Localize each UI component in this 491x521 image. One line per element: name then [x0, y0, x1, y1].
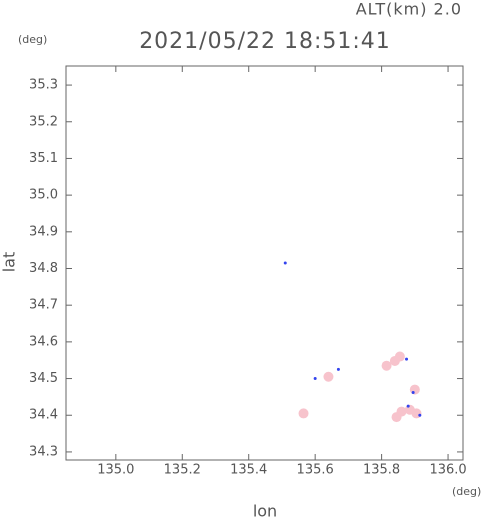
- y-tick-label: 34.3: [29, 444, 58, 459]
- y-tick-label: 34.5: [29, 371, 58, 386]
- echo-point: [283, 261, 287, 265]
- x-tick-label: 135.8: [363, 463, 400, 478]
- chart-title: 2021/05/22 18:51:41: [139, 29, 391, 54]
- x-tick-label: 135.6: [297, 463, 334, 478]
- x-tick-label: 135.0: [97, 463, 134, 478]
- echo-point: [411, 408, 422, 419]
- y-tick-label: 34.6: [29, 334, 58, 349]
- echo-point: [406, 404, 410, 408]
- y-tick-label: 34.9: [29, 224, 58, 239]
- echo-point: [418, 413, 422, 417]
- y-tick-label: 34.4: [29, 408, 58, 423]
- x-axis-label: lon: [253, 502, 277, 521]
- y-tick-label: 34.7: [29, 298, 58, 313]
- x-unit: (deg): [452, 485, 481, 498]
- y-tick-label: 35.2: [29, 114, 58, 129]
- echo-point: [336, 367, 340, 371]
- y-tick-label: 34.8: [29, 261, 58, 276]
- x-tick-label: 136.0: [429, 463, 466, 478]
- x-tick-label: 135.2: [164, 463, 201, 478]
- plot-frame: [65, 65, 464, 461]
- echo-point: [394, 351, 405, 362]
- y-tick-label: 35.0: [29, 188, 58, 203]
- echo-point: [391, 412, 402, 423]
- altitude-label: ALT(km) 2.0: [356, 0, 462, 19]
- echo-point: [381, 360, 392, 371]
- y-tick-label: 35.3: [29, 78, 58, 93]
- x-tick-label: 135.4: [230, 463, 267, 478]
- echo-point: [298, 408, 309, 419]
- echo-point: [405, 357, 409, 361]
- echo-point: [411, 390, 415, 394]
- y-tick-label: 35.1: [29, 151, 58, 166]
- y-unit: (deg): [18, 33, 47, 46]
- echo-point: [323, 371, 334, 382]
- y-axis-label: lat: [0, 252, 19, 273]
- echo-point: [409, 384, 420, 395]
- echo-point: [313, 377, 317, 381]
